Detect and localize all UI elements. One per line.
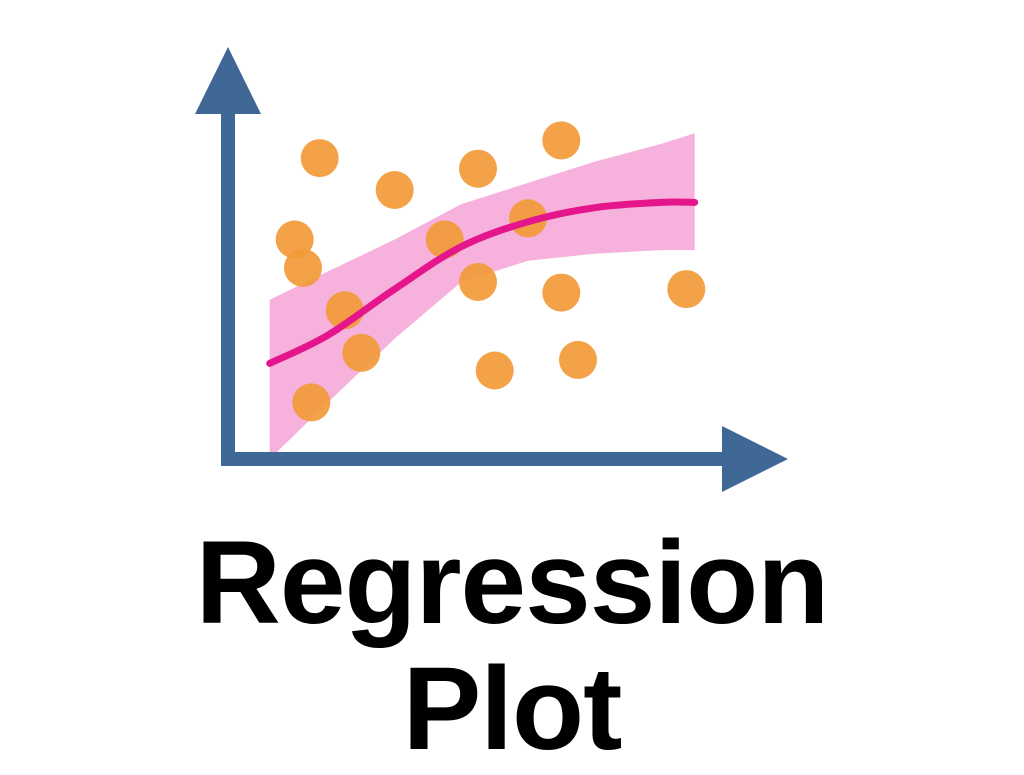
y-axis-arrow-icon (195, 47, 261, 114)
regression-line-layer (266, 198, 699, 367)
scatter-point-3 (292, 383, 331, 422)
scatter-point-9 (459, 149, 497, 188)
scatter-point-13 (542, 121, 581, 160)
scatter-point-4 (300, 139, 339, 178)
caption-line-2: Plot (402, 643, 623, 775)
x-axis-arrow-icon (722, 426, 788, 492)
regression-line (266, 198, 699, 367)
confidence-band (269, 133, 695, 460)
scatter-point-6 (342, 333, 381, 372)
scatter-point-15 (559, 340, 597, 379)
scatter-point-2 (284, 248, 322, 287)
scatter-point-11 (475, 351, 514, 390)
caption-line-1: Regression (195, 517, 830, 649)
scatter-point-10 (459, 263, 497, 301)
scatter-point-16 (667, 270, 706, 309)
confidence-band-layer (269, 133, 695, 460)
scatter-point-14 (542, 273, 581, 312)
axes (195, 47, 788, 492)
scatter-point-7 (375, 171, 414, 209)
